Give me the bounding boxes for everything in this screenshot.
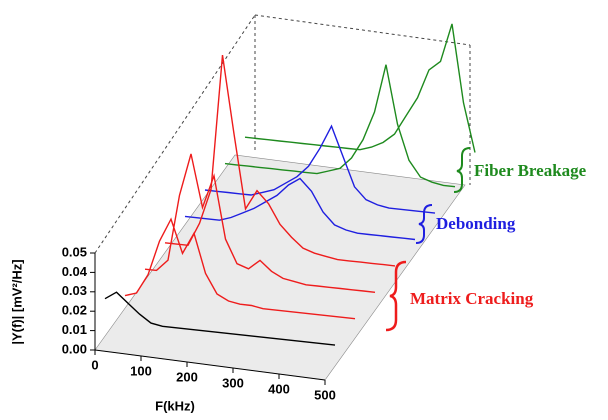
wall-edge — [254, 14, 471, 46]
spectrum — [224, 64, 456, 188]
y-axis-label: |Y(f)| [mV²/Hz] — [9, 259, 24, 344]
brace — [385, 260, 407, 332]
spectrum — [124, 217, 356, 320]
x-tick-label: 100 — [130, 363, 152, 378]
annotation: Matrix Cracking — [410, 289, 534, 308]
spectrum — [164, 54, 396, 267]
y-tick-label: 0.02 — [62, 303, 87, 318]
y-tick-label: 0.01 — [62, 322, 87, 337]
spectrum — [184, 177, 416, 241]
x-tick-label: 200 — [176, 369, 198, 384]
brace — [453, 147, 471, 193]
brace — [415, 204, 433, 244]
x-axis-label: F(kHz) — [155, 398, 195, 413]
y-tick-label: 0.00 — [62, 341, 87, 356]
x-tick-label: 300 — [222, 375, 244, 390]
x-tick-label: 500 — [314, 387, 336, 402]
spectrum — [244, 23, 476, 153]
y-tick-label: 0.05 — [62, 244, 87, 259]
y-tick-label: 0.03 — [62, 283, 87, 298]
y-tick-label: 0.04 — [62, 264, 88, 279]
x-tick-label: 400 — [268, 381, 290, 396]
spectrum — [144, 153, 376, 293]
x-tick-label: 0 — [91, 357, 98, 372]
spectrum — [104, 291, 336, 346]
annotation: Fiber Breakage — [474, 161, 587, 180]
annotation: Debonding — [436, 214, 516, 233]
x-axis — [94, 349, 326, 381]
